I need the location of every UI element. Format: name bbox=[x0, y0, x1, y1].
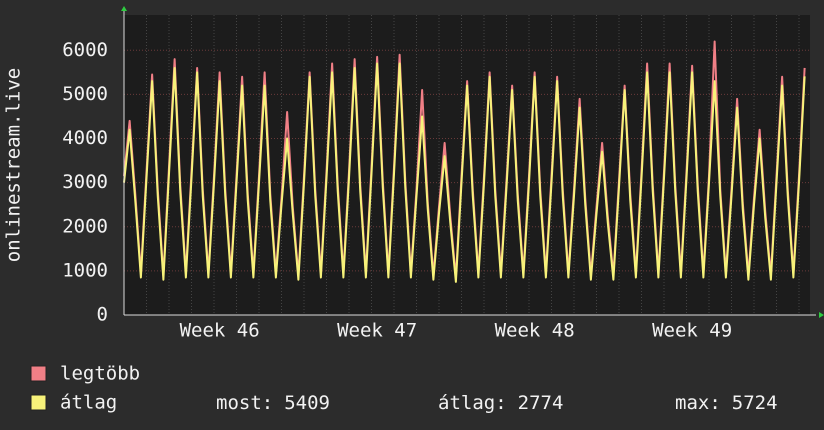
y-tick-label: 2000 bbox=[62, 215, 108, 237]
y-tick-label: 0 bbox=[97, 304, 108, 326]
x-tick-label: Week 46 bbox=[180, 320, 260, 342]
y-tick-label: 3000 bbox=[62, 171, 108, 193]
y-tick-label: 4000 bbox=[62, 127, 108, 149]
stat: max: 5724 bbox=[675, 392, 778, 414]
legend-swatch bbox=[30, 365, 47, 382]
stat-label: most: bbox=[216, 392, 273, 414]
legend-label: legtöbb bbox=[60, 363, 140, 385]
stat-value: 2774 bbox=[518, 392, 564, 414]
x-tick-label: Week 47 bbox=[337, 320, 417, 342]
stat-label: max: bbox=[675, 392, 721, 414]
legend-swatch bbox=[30, 394, 47, 411]
y-tick-label: 6000 bbox=[62, 39, 108, 61]
y-tick-label: 1000 bbox=[62, 259, 108, 281]
stat: átlag: 2774 bbox=[438, 392, 563, 414]
y-tick-label: 5000 bbox=[62, 83, 108, 105]
stat: most: 5409 bbox=[216, 392, 330, 414]
x-tick-label: Week 48 bbox=[495, 320, 575, 342]
x-tick-label: Week 49 bbox=[652, 320, 732, 342]
series-line bbox=[123, 62, 806, 283]
legend-label: átlag bbox=[60, 392, 117, 414]
axis-arrow bbox=[819, 312, 824, 318]
plot-area bbox=[124, 15, 810, 315]
stat-value: 5724 bbox=[732, 392, 778, 414]
y-axis-label: onlinestream.live bbox=[3, 68, 25, 262]
stat-value: 5409 bbox=[284, 392, 330, 414]
stat-label: átlag: bbox=[438, 392, 507, 414]
axis-arrow bbox=[121, 6, 127, 11]
